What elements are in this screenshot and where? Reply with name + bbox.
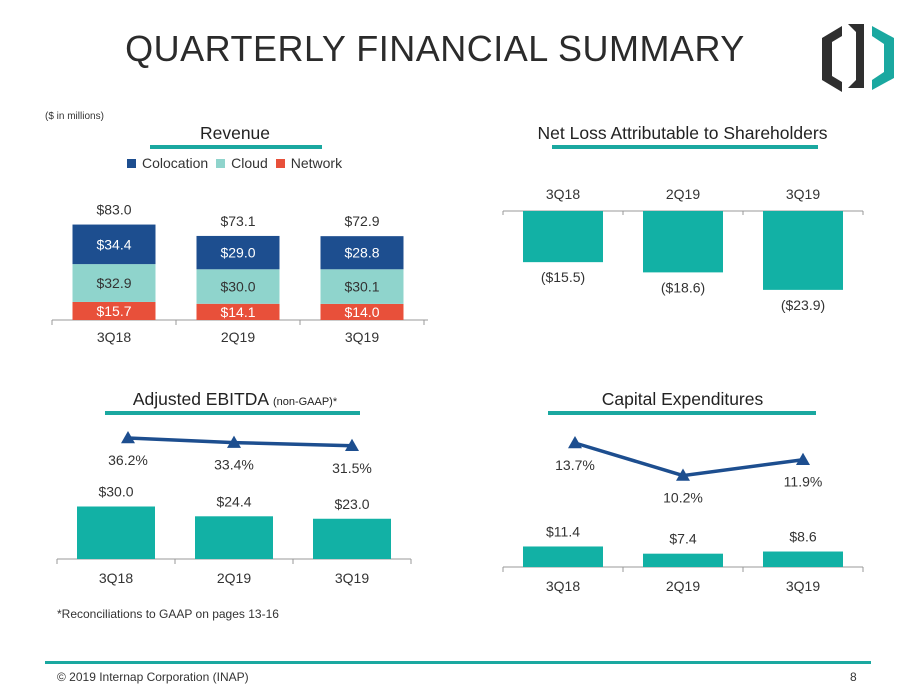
- capex-underline: [548, 411, 816, 415]
- revenue-total-label: $73.1: [220, 213, 255, 229]
- revenue-heading: Revenue: [199, 123, 271, 143]
- logo-left-bracket: [822, 26, 842, 92]
- capex-line-marker: [568, 436, 582, 449]
- netloss-heading: Net Loss Attributable to Shareholders: [537, 123, 828, 143]
- logo-center-bar: [848, 24, 864, 88]
- capex-category-label: 3Q18: [546, 578, 580, 594]
- legend-cloud-label: Cloud: [231, 155, 268, 171]
- capex-bar-3q19: [763, 551, 843, 567]
- inap-logo: [822, 24, 894, 92]
- netloss-underline: [552, 145, 818, 149]
- revenue-data-label-colocation: $28.8: [344, 245, 379, 261]
- ebitda-bar-3q18: [77, 506, 155, 559]
- ebitda-bar-3q19: [313, 518, 391, 559]
- ebitda-bar-2q19: [195, 516, 273, 559]
- ebitda-line-label: 31.5%: [332, 460, 372, 476]
- netloss-data-label: ($23.9): [781, 297, 825, 313]
- revenue-bar-network-3q19: [320, 303, 404, 320]
- revenue-underline: [150, 145, 322, 149]
- ebitda-bar-label: $23.0: [334, 496, 369, 512]
- legend-cloud-swatch: [216, 158, 226, 168]
- revenue-data-label-network: $15.7: [96, 303, 131, 319]
- netloss-chart: 3Q18 ($15.5) 2Q19 ($18.6) 3Q19 ($23.9): [502, 186, 864, 313]
- revenue-data-label-colocation: $29.0: [220, 245, 255, 261]
- capex-bar-3q18: [523, 546, 603, 567]
- netloss-bar-3q18: [523, 211, 603, 263]
- revenue-data-label-network: $14.0: [344, 304, 379, 320]
- capex-bar-label: $8.6: [789, 529, 816, 545]
- ebitda-heading: Adjusted EBITDA (non-GAAP)*: [100, 389, 370, 410]
- capex-category-label: 3Q19: [786, 578, 820, 594]
- ebitda-category-label: 2Q19: [217, 570, 251, 586]
- capex-bar-label: $7.4: [669, 531, 696, 547]
- revenue-bar-colocation-3q19: [320, 236, 404, 270]
- ebitda-line-marker: [345, 438, 359, 452]
- footer-divider: [45, 661, 871, 664]
- ebitda-title-suffix: (non-GAAP)*: [272, 396, 338, 408]
- capex-bar-2q19: [643, 553, 723, 567]
- revenue-data-label-cloud: $30.0: [220, 279, 255, 295]
- ebitda-line-label: 33.4%: [214, 457, 254, 473]
- page-number: 8: [850, 670, 857, 684]
- capex-line-marker: [676, 468, 690, 481]
- capex-bar-label: $11.4: [546, 523, 580, 539]
- ebitda-line-marker: [227, 435, 241, 448]
- footnote: *Reconciliations to GAAP on pages 13-16: [57, 607, 279, 621]
- revenue-bar-network-3q18: [72, 301, 156, 320]
- ebitda-chart: $30.0 3Q18 $24.4 2Q19 $23.0 3Q19 36.2% 33.4% 31.…: [56, 431, 412, 586]
- ebitda-underline: [105, 411, 360, 415]
- ebitda-bar-label: $30.0: [98, 484, 133, 500]
- footer-copyright: © 2019 Internap Corporation (INAP): [57, 670, 249, 684]
- netloss-data-label: ($18.6): [661, 279, 705, 295]
- legend-network-swatch: [275, 158, 285, 168]
- revenue-total-label: $72.9: [344, 213, 379, 229]
- capex-line: [574, 441, 804, 478]
- capex-chart: $11.4 3Q18 $7.4 2Q19 $8.6 3Q19 13.7% 10.2% 11.9%: [502, 436, 864, 594]
- revenue-data-label-network: $14.1: [220, 304, 255, 320]
- revenue-bar-colocation-3q18: [72, 224, 156, 265]
- ebitda-category-label: 3Q19: [335, 570, 369, 586]
- netloss-bar-2q19: [643, 211, 723, 273]
- revenue-bar-cloud-3q18: [72, 264, 156, 302]
- capex-line-label: 13.7%: [555, 457, 595, 473]
- capex-category-label: 2Q19: [666, 578, 700, 594]
- units-note: ($ in millions): [45, 111, 104, 122]
- ebitda-line-marker: [121, 431, 135, 444]
- netloss-category-label: 3Q18: [546, 186, 580, 202]
- page-title: QUARTERLY FINANCIAL SUMMARY: [125, 28, 745, 69]
- capex-line-marker: [796, 452, 810, 465]
- revenue-category-label: 3Q19: [345, 329, 379, 345]
- logo-right-bracket: [872, 26, 894, 90]
- capex-line-label: 10.2%: [663, 490, 703, 506]
- revenue-chart: $15.7 $32.9 $34.4 $83.0 3Q18 $14.1 $30.0 $29.0 $…: [51, 202, 428, 345]
- ebitda-line-label: 36.2%: [108, 452, 148, 468]
- revenue-data-label-cloud: $32.9: [96, 275, 131, 291]
- legend-network-label: Network: [290, 155, 343, 171]
- netloss-bar-3q19: [763, 211, 843, 290]
- revenue-bar-colocation-2q19: [196, 235, 280, 270]
- revenue-data-label-cloud: $30.1: [344, 279, 379, 295]
- ebitda-title: Adjusted EBITDA: [132, 389, 269, 409]
- revenue-total-label: $83.0: [96, 202, 131, 218]
- revenue-legend: Colocation Cloud Network: [127, 155, 342, 171]
- legend-colocation-label: Colocation: [142, 155, 209, 171]
- revenue-bar-cloud-3q19: [320, 269, 404, 304]
- revenue-data-label-colocation: $34.4: [96, 236, 131, 252]
- ebitda-line: [127, 436, 353, 448]
- capex-heading: Capital Expenditures: [601, 389, 764, 409]
- netloss-data-label: ($15.5): [541, 269, 585, 285]
- capex-line-label: 11.9%: [784, 474, 823, 490]
- revenue-bar-network-2q19: [196, 303, 280, 320]
- revenue-bar-cloud-2q19: [196, 269, 280, 304]
- netloss-category-label: 2Q19: [666, 186, 700, 202]
- revenue-category-label: 3Q18: [97, 329, 131, 345]
- legend-colocation-swatch: [127, 158, 136, 168]
- ebitda-bar-label: $24.4: [216, 493, 251, 509]
- revenue-category-label: 2Q19: [221, 329, 255, 345]
- netloss-category-label: 3Q19: [786, 186, 820, 202]
- ebitda-category-label: 3Q18: [99, 570, 133, 586]
